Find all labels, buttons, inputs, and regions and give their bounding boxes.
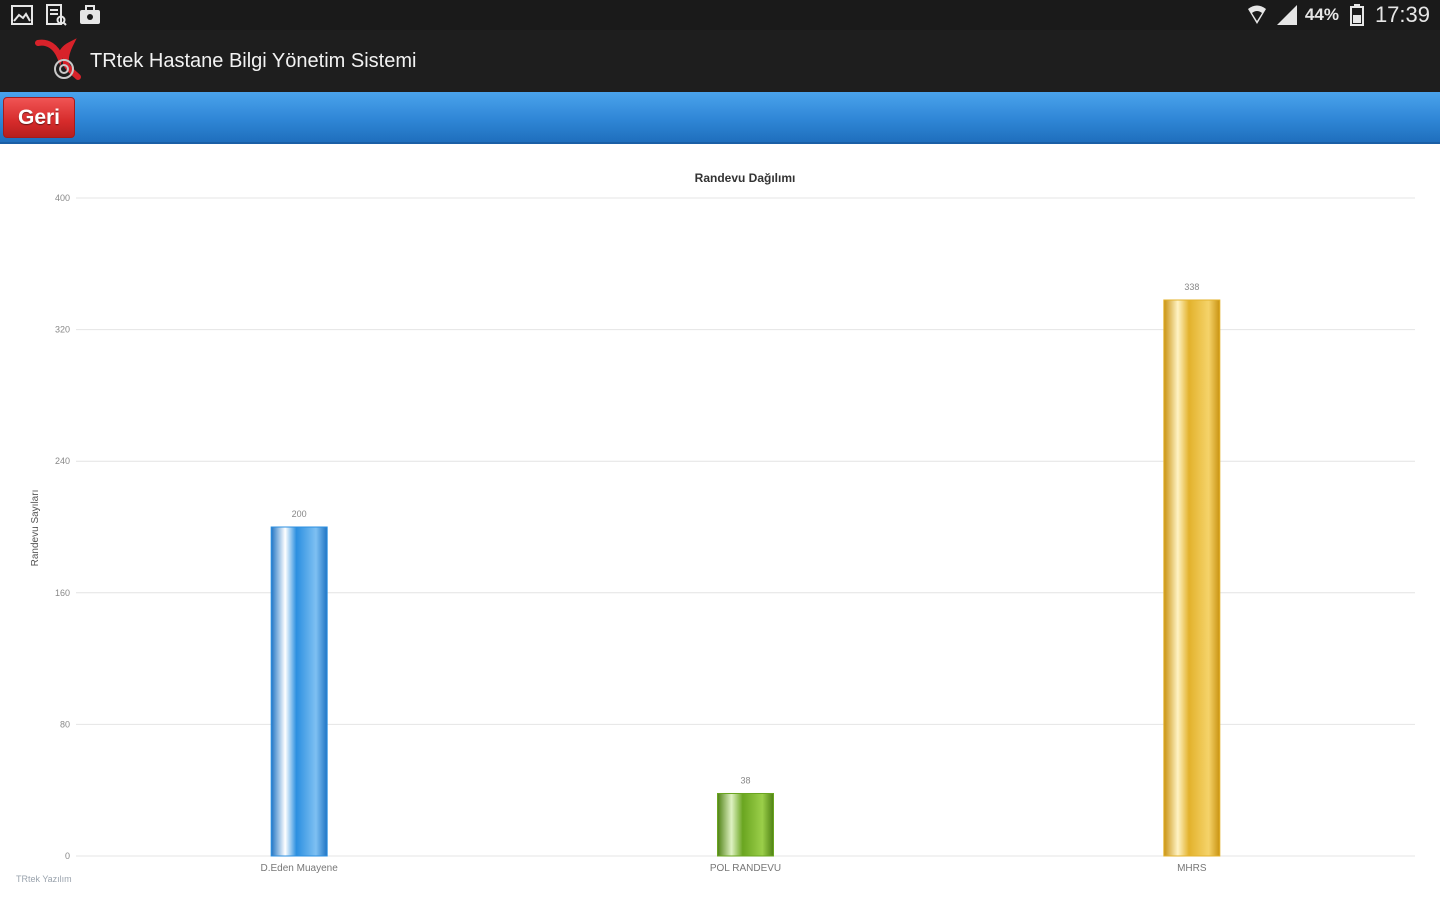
footer-note: TRtek Yazılım	[16, 874, 72, 884]
y-tick-label: 400	[55, 193, 70, 203]
battery-icon	[1345, 4, 1369, 26]
data-label: 38	[740, 775, 750, 785]
y-tick-label: 0	[65, 851, 70, 861]
bar	[717, 792, 774, 857]
x-tick-label: D.Eden Muayene	[261, 863, 339, 874]
briefcase-icon	[78, 4, 102, 26]
data-labels: 200 38 338	[292, 282, 1200, 786]
chart-area: Randevu Dağılımı Randevu Sayıları 0 80 160…	[0, 146, 1440, 900]
y-axis-label: Randevu Sayıları	[30, 490, 41, 567]
y-tick-label: 320	[55, 325, 70, 335]
app-title: TRtek Hastane Bilgi Yönetim Sistemi	[90, 49, 417, 72]
bar	[1163, 299, 1221, 857]
y-tick-label: 160	[55, 588, 70, 598]
action-bar: TRtek Hastane Bilgi Yönetim Sistemi	[0, 30, 1440, 92]
status-bar: 44% 17:39	[0, 0, 1440, 30]
bar	[270, 526, 328, 857]
x-tick-label: MHRS	[1177, 863, 1207, 874]
signal-icon	[1275, 4, 1299, 26]
data-label: 338	[1184, 282, 1199, 292]
x-tick-labels: D.Eden Muayene POL RANDEVU MHRS	[261, 863, 1207, 874]
gallery-icon	[10, 4, 34, 26]
clock: 17:39	[1374, 2, 1430, 27]
bars	[270, 299, 1221, 857]
toolbar: Geri	[0, 92, 1440, 144]
notification-icons	[0, 4, 102, 26]
y-tick-label: 240	[55, 456, 70, 466]
wifi-icon	[1245, 4, 1269, 26]
data-label: 200	[292, 509, 307, 519]
x-tick-label: POL RANDEVU	[710, 863, 781, 874]
battery-percent: 44%	[1304, 5, 1339, 24]
trtek-logo-icon	[34, 37, 82, 85]
y-tick-label: 80	[60, 719, 70, 729]
bar-chart: Randevu Dağılımı Randevu Sayıları 0 80 160…	[30, 171, 1415, 874]
y-tick-labels: 0 80 160 240 320 400	[55, 193, 70, 861]
chart-title: Randevu Dağılımı	[695, 171, 796, 185]
system-indicators: 44% 17:39	[1245, 2, 1440, 28]
document-icon	[44, 4, 68, 26]
back-button[interactable]: Geri	[3, 97, 75, 138]
